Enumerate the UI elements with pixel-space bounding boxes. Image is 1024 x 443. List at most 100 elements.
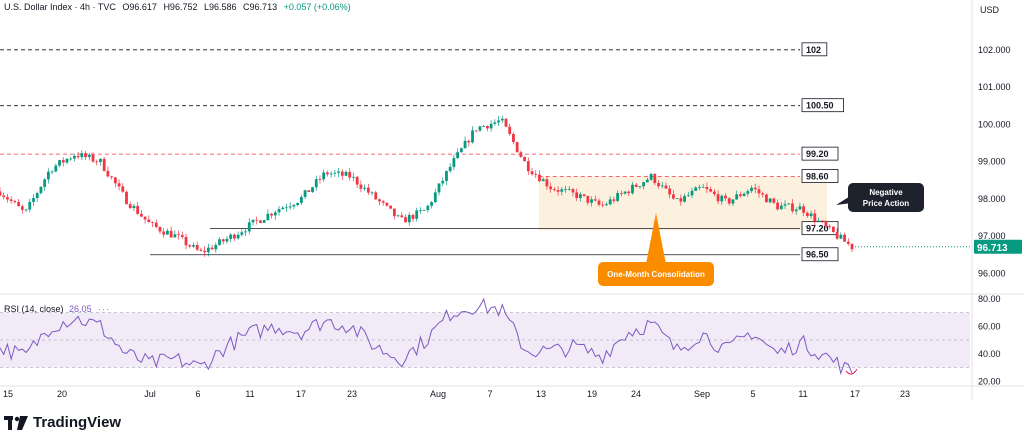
candle <box>575 192 579 199</box>
candle <box>459 148 463 153</box>
candle <box>58 160 61 166</box>
candle <box>712 191 716 195</box>
candle <box>679 198 683 202</box>
candle <box>727 198 731 204</box>
candle <box>348 171 352 178</box>
candle <box>590 199 593 203</box>
time-tick-label: Jul <box>144 389 156 399</box>
candle <box>314 179 318 188</box>
candle <box>619 193 623 194</box>
candle <box>28 201 32 210</box>
candle <box>6 197 9 200</box>
price-tick-label: 98.000 <box>978 194 1006 204</box>
price-tick-label: 100.000 <box>978 119 1011 129</box>
candle <box>820 220 824 222</box>
time-tick-label: 11 <box>798 389 807 399</box>
candle <box>579 194 582 199</box>
price-tick-label: 96.000 <box>978 268 1006 278</box>
level-label-box <box>801 247 839 262</box>
consolidation-label: One-Month Consolidation <box>607 270 705 279</box>
consolidation-arrow <box>646 213 666 264</box>
candle <box>326 172 329 175</box>
candle <box>612 199 616 201</box>
candle <box>742 193 746 197</box>
candle <box>426 205 430 211</box>
candle <box>20 206 24 210</box>
candle <box>660 185 664 187</box>
level-label-box <box>801 221 839 236</box>
candle <box>549 186 553 190</box>
candle <box>452 158 456 167</box>
candle <box>296 202 300 205</box>
candle <box>634 184 638 187</box>
candle <box>805 212 809 217</box>
candle <box>136 205 140 214</box>
candle <box>831 226 835 233</box>
candle <box>210 247 214 250</box>
candle <box>84 153 87 158</box>
time-tick-label: 20 <box>57 389 67 399</box>
candle <box>262 220 266 223</box>
candle <box>288 206 292 208</box>
candle <box>378 199 381 202</box>
candle <box>374 192 378 200</box>
candle <box>95 161 99 163</box>
candle <box>500 118 504 121</box>
candle <box>817 220 820 222</box>
candle <box>65 158 69 163</box>
candle <box>433 192 437 203</box>
candle <box>545 179 549 187</box>
candle <box>504 118 508 127</box>
candle <box>277 209 281 213</box>
candle <box>318 179 322 180</box>
time-tick-label: 23 <box>347 389 357 399</box>
candle <box>0 191 2 196</box>
rsi-band <box>0 312 970 368</box>
candle <box>649 173 653 180</box>
candle <box>177 234 180 236</box>
candle <box>675 198 679 199</box>
level-label: 99.20 <box>806 149 829 159</box>
candle <box>50 171 54 173</box>
candle <box>180 235 184 237</box>
time-tick-label: 5 <box>750 389 755 399</box>
candle <box>623 191 627 194</box>
candle <box>556 190 560 192</box>
candle <box>166 230 169 235</box>
negative-label-line1: Negative <box>869 188 903 197</box>
candle <box>567 189 571 190</box>
candle <box>195 245 199 250</box>
price-tick-label: 102.000 <box>978 45 1011 55</box>
time-tick-label: 17 <box>296 389 306 399</box>
more-options-icon[interactable]: ··· <box>98 304 111 314</box>
candle <box>441 180 445 184</box>
candle <box>206 247 210 253</box>
candle <box>571 189 575 193</box>
candle <box>686 195 690 197</box>
tradingview-logo[interactable]: TradingView <box>4 414 121 431</box>
candle <box>850 243 854 250</box>
candle <box>813 213 817 222</box>
candle <box>359 184 363 189</box>
candle <box>779 205 783 210</box>
candle <box>593 199 597 201</box>
candle <box>236 234 240 239</box>
candle <box>456 152 460 159</box>
candle <box>46 171 50 180</box>
candle <box>139 213 143 217</box>
candle <box>337 171 340 173</box>
candle <box>192 245 195 247</box>
candle <box>143 216 147 220</box>
rsi-title: RSI (14, close) <box>4 304 64 314</box>
candle <box>117 183 121 187</box>
candle <box>437 183 441 193</box>
candle <box>783 204 787 206</box>
candle <box>54 165 58 172</box>
candle <box>232 234 236 239</box>
candle <box>735 194 739 200</box>
candle <box>266 213 270 221</box>
candle <box>664 185 668 189</box>
time-tick-label: 17 <box>850 389 860 399</box>
candle <box>35 193 39 199</box>
